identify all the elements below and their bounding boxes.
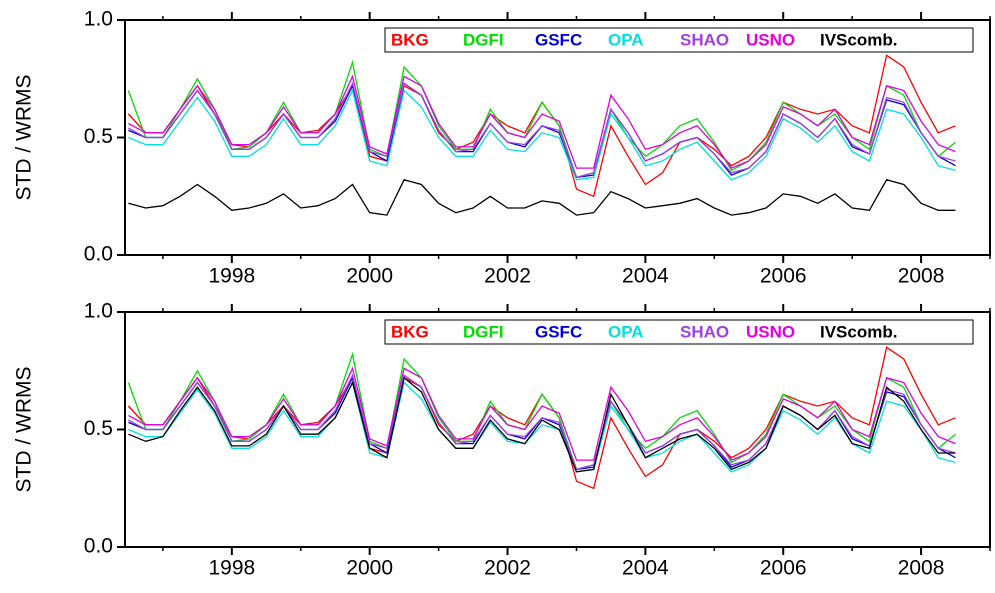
legend-box bbox=[384, 319, 974, 345]
x-tick-label: 2000 bbox=[346, 557, 393, 580]
legend: BKG DGFI GSFC OPA SHAO USNO IVScomb. bbox=[384, 319, 974, 345]
series-line bbox=[128, 88, 956, 181]
legend-label: IVScomb. bbox=[820, 322, 897, 341]
legend-label: DGFI bbox=[463, 30, 504, 49]
series-line bbox=[127, 351, 956, 471]
series-line bbox=[128, 179, 956, 216]
x-tick-label: 2002 bbox=[484, 265, 531, 288]
legend-label: OPA bbox=[608, 30, 644, 49]
series-line bbox=[128, 81, 956, 179]
y-axis-label: STD / WRMS bbox=[13, 367, 36, 493]
y-axis-label: STD / WRMS bbox=[13, 75, 36, 201]
series-line bbox=[128, 82, 956, 179]
x-tick-label: 2000 bbox=[346, 265, 393, 288]
x-tick-label: 2008 bbox=[898, 557, 945, 580]
x-tick-label: 2008 bbox=[898, 265, 945, 288]
series-line bbox=[128, 74, 956, 169]
y-tick-label: 0.0 bbox=[84, 243, 113, 266]
x-tick-label: 2002 bbox=[484, 557, 531, 580]
y-tick-label: 0.5 bbox=[84, 125, 113, 148]
x-tick-label: 2006 bbox=[760, 265, 807, 288]
y-tick-label: 0.5 bbox=[84, 417, 113, 440]
legend-label: IVScomb. bbox=[820, 30, 897, 49]
y-tick-label: 0.0 bbox=[84, 535, 113, 558]
legend-label: GSFC bbox=[535, 322, 582, 341]
panel: 0.0 0.5 1.0 1998 2000 2002 2004 2006 2008 STD / W… bbox=[13, 300, 991, 580]
legend-label: SHAO bbox=[680, 30, 729, 49]
series-line bbox=[128, 376, 956, 473]
legend: BKG DGFI GSFC OPA SHAO USNO IVScomb. bbox=[384, 27, 974, 53]
legend-label: BKG bbox=[391, 322, 429, 341]
x-tick-label: 1998 bbox=[208, 557, 255, 580]
legend-label: USNO bbox=[746, 30, 795, 49]
y-tick-label: 1.0 bbox=[84, 300, 113, 323]
y-tick-label: 1.0 bbox=[84, 8, 113, 31]
x-tick-label: 2006 bbox=[760, 557, 807, 580]
series-line bbox=[127, 59, 956, 179]
series-line bbox=[128, 374, 956, 471]
legend-label: USNO bbox=[746, 322, 795, 341]
x-tick-label: 1998 bbox=[208, 265, 255, 288]
series-line bbox=[128, 366, 956, 461]
legend-label: BKG bbox=[391, 30, 429, 49]
legend-label: DGFI bbox=[463, 322, 504, 341]
x-tick-label: 2004 bbox=[622, 265, 669, 288]
series-line bbox=[128, 380, 956, 473]
series-line bbox=[128, 373, 956, 471]
legend-label: OPA bbox=[608, 322, 644, 341]
legend-label: SHAO bbox=[680, 322, 729, 341]
panel: 0.0 0.5 1.0 1998 2000 2002 2004 2006 2008 STD / W… bbox=[13, 8, 991, 288]
legend-label: GSFC bbox=[535, 30, 582, 49]
x-tick-label: 2004 bbox=[622, 557, 669, 580]
legend-box bbox=[384, 27, 974, 53]
